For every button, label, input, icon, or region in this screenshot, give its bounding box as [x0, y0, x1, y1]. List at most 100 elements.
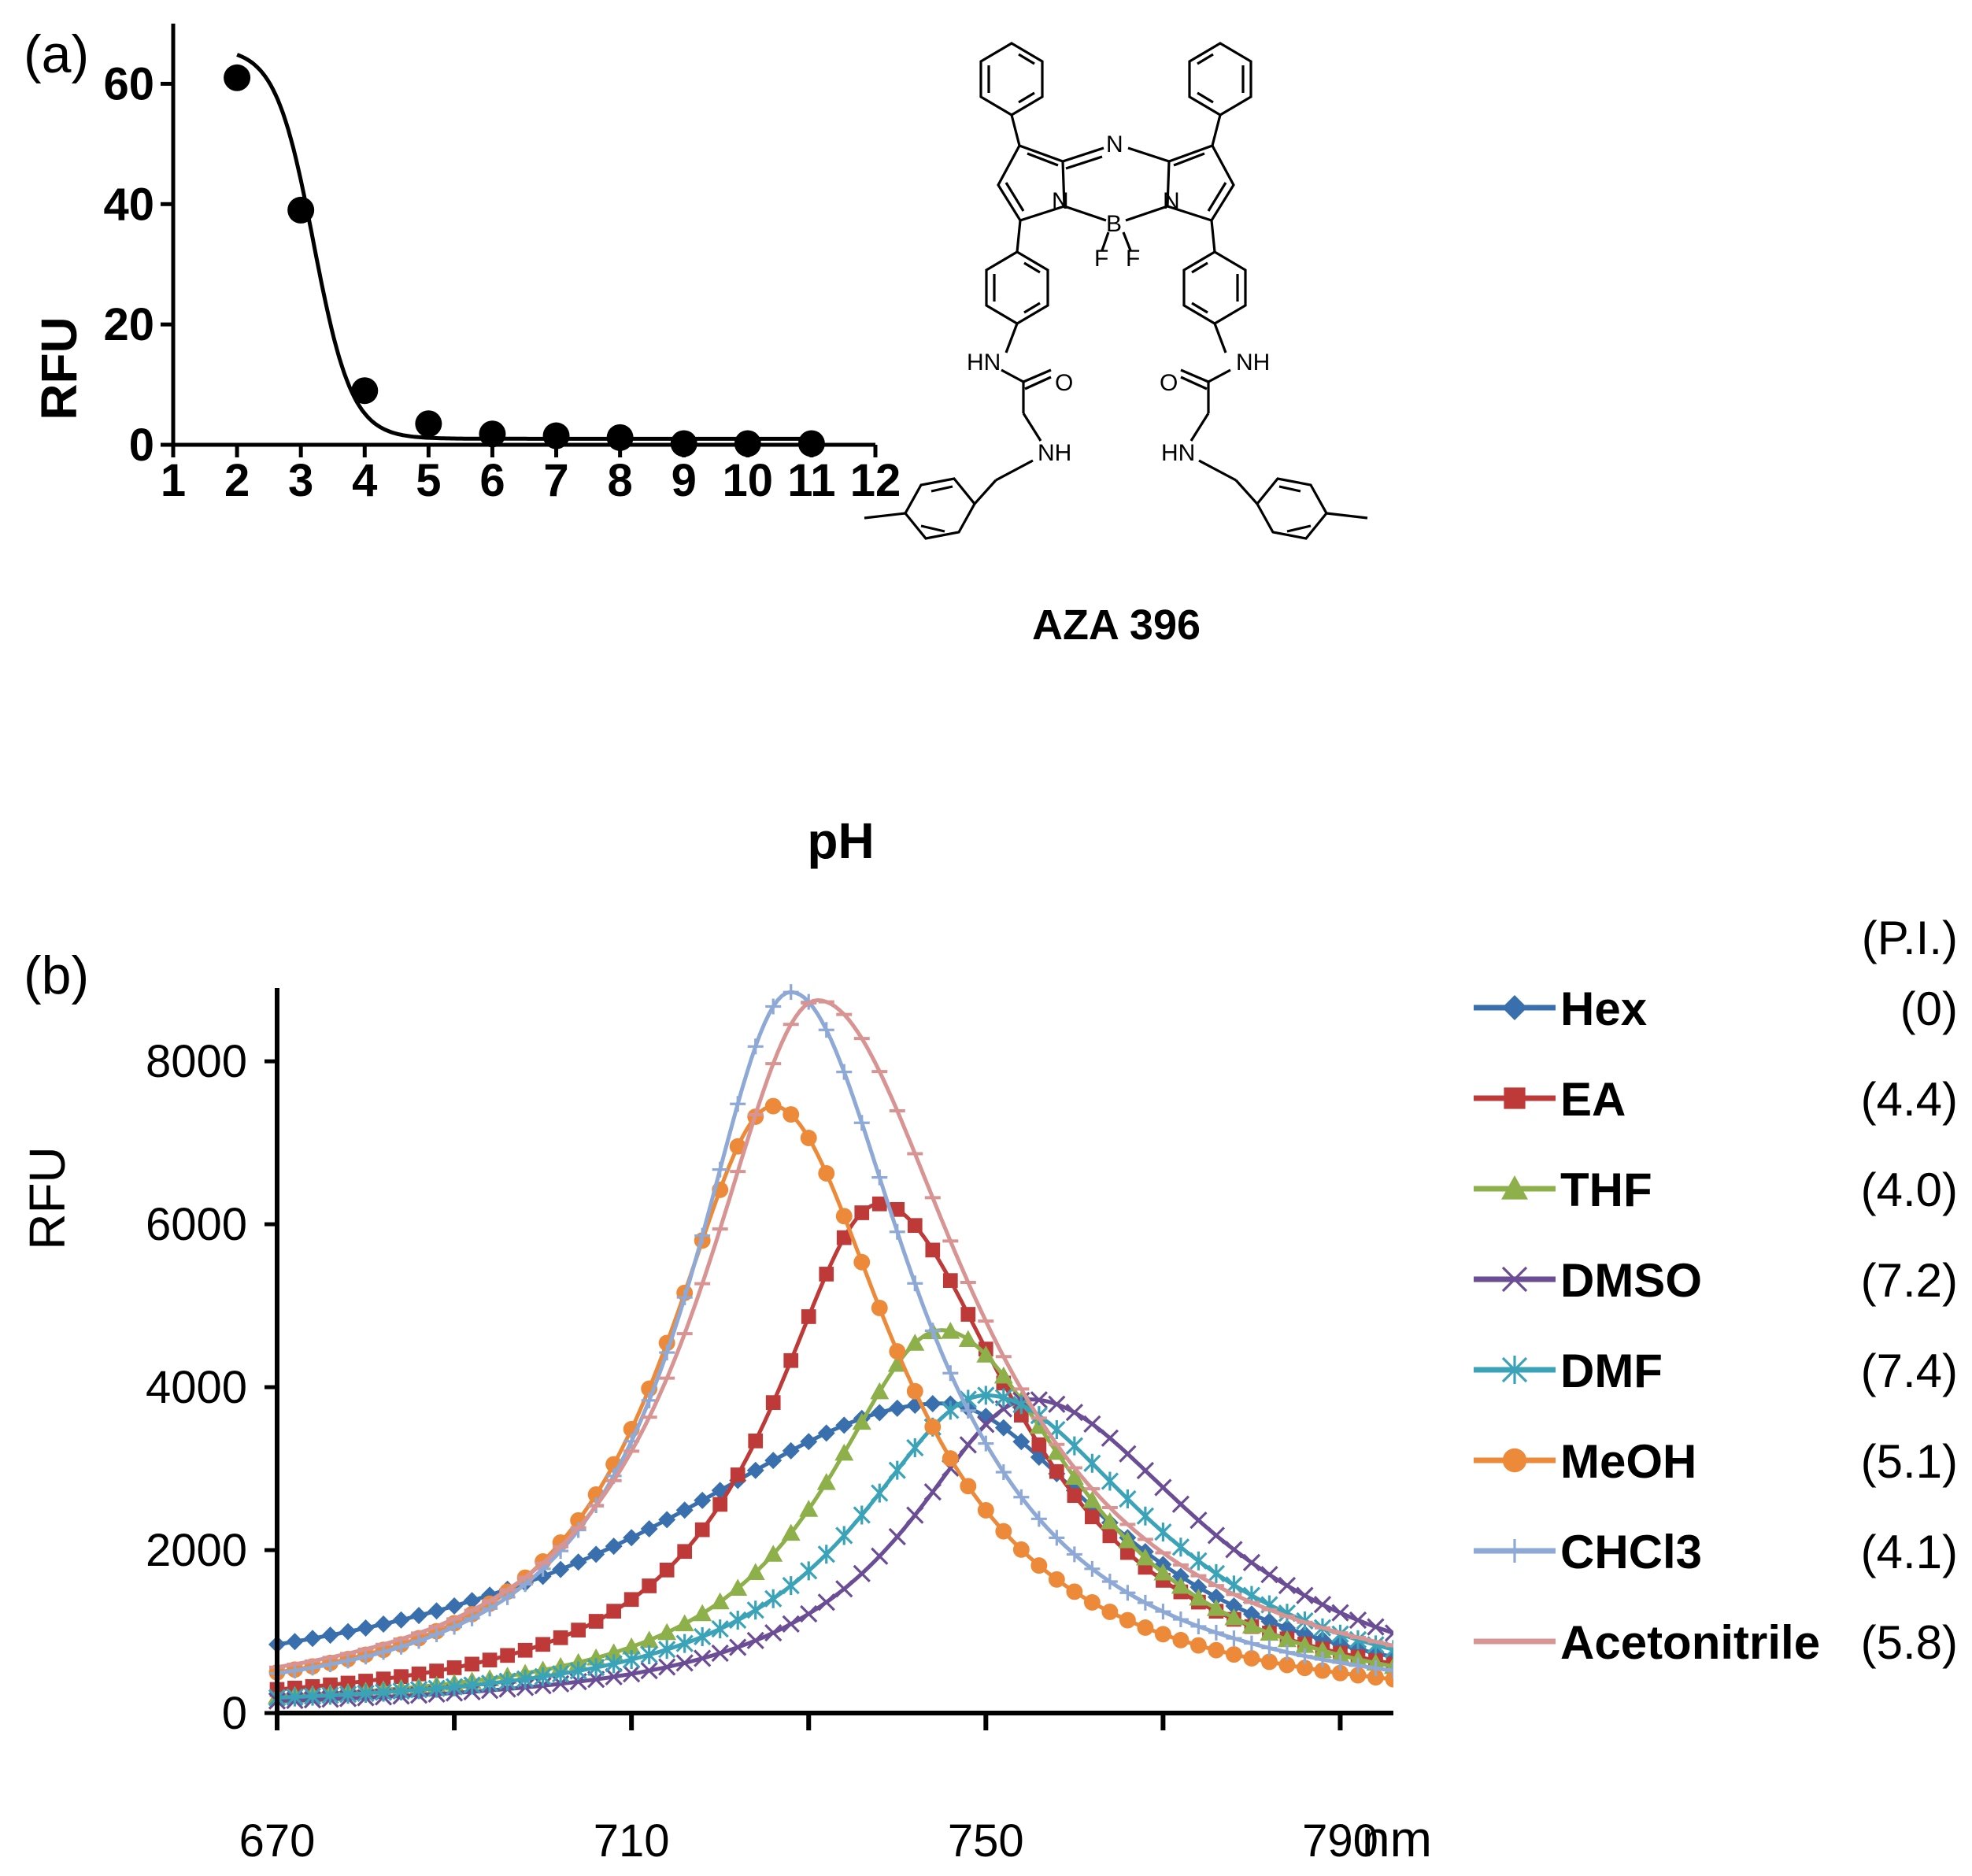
- legend-item: DMF (7.4): [1474, 1345, 1958, 1397]
- chart-b-data-point: [836, 1230, 852, 1245]
- chart-b-data-point: [1331, 1604, 1349, 1622]
- chart-b-data-point: [658, 1640, 676, 1660]
- chart-b-data-point: [1172, 1611, 1189, 1628]
- legend-swatch-marker: [1501, 1175, 1528, 1200]
- chart-a-xlabel: pH: [807, 812, 874, 869]
- chart-b-data-point: [675, 1654, 694, 1672]
- chart-b-data-point: [765, 998, 782, 1015]
- chart-b-x-tick-label: 710: [594, 1815, 670, 1867]
- legend-polarity-index: (4.1): [1861, 1526, 1958, 1578]
- chart-b-data-point: [710, 1592, 730, 1610]
- chart-b-data-point: [977, 1415, 995, 1434]
- legend-polarity-index: (4.0): [1861, 1164, 1958, 1216]
- chart-b-data-point: [1030, 1391, 1048, 1409]
- chart-b-data-point: [800, 1130, 817, 1146]
- chart-a-data-point: [542, 422, 570, 450]
- atom-f: F: [1094, 246, 1108, 272]
- legend-header: (P.I.): [1862, 912, 1958, 964]
- legend-label: DMSO: [1560, 1254, 1702, 1307]
- chart-b: RFU nm 670 710 750 790 0 2000 4000 6000 8000: [19, 984, 1432, 1867]
- chart-b-data-point: [659, 1345, 675, 1361]
- chart-b-data-point: [835, 1580, 853, 1598]
- chart-b-data-point: [1154, 1478, 1172, 1497]
- chart-b-data-point: [783, 1352, 799, 1368]
- chart-b-data-point: [995, 1464, 1012, 1481]
- legend-swatch-marker: [1504, 1087, 1526, 1109]
- chart-b-data-point: [853, 1115, 870, 1131]
- chart-b-data-point: [1085, 1509, 1100, 1525]
- atom-n: N: [1106, 131, 1123, 157]
- chart-b-data-point: [623, 1650, 641, 1670]
- chart-b-data-point: [958, 1330, 978, 1348]
- chart-b-data-point: [978, 1435, 994, 1452]
- chart-b-data-point: [1225, 1597, 1243, 1615]
- chart-b-data-point: [942, 1450, 959, 1467]
- chart-b-data-point: [960, 1478, 977, 1495]
- chart-b-data-point: [1065, 1404, 1083, 1422]
- chart-b-data-point: [1332, 1654, 1349, 1671]
- chart-b-data-point: [1243, 1650, 1260, 1667]
- chart-b-data-point: [1083, 1415, 1101, 1433]
- chart-b-data-point: [764, 1545, 783, 1562]
- chart-b-data-point: [1243, 1635, 1260, 1652]
- legend-item: MeOH (5.1): [1474, 1435, 1958, 1488]
- chart-b-data-point: [446, 1597, 464, 1615]
- chart-b-data-point: [694, 1649, 712, 1667]
- chart-b-data-point: [747, 1038, 764, 1055]
- chart-b-data-point: [995, 1523, 1012, 1540]
- chart-b-data-point: [376, 1671, 391, 1687]
- chart-b-data-point: [286, 1687, 304, 1707]
- chart-b-plot-area: [268, 984, 1393, 1710]
- chart-b-data-point: [1012, 1433, 1030, 1451]
- legend-swatch-marker: [1502, 995, 1527, 1020]
- panel-b-label: (b): [24, 945, 89, 1005]
- chart-b-data-point: [1119, 1611, 1136, 1629]
- chart-b-series-line: [276, 1393, 1393, 1700]
- chart-b-data-point: [517, 1642, 533, 1658]
- chart-b-data-point: [622, 1637, 642, 1655]
- chart-b-data-point: [657, 1623, 677, 1641]
- chart-b-series-line: [276, 1104, 1393, 1682]
- chart-a-data-point: [415, 410, 442, 438]
- chart-b-y-tick-label: 0: [222, 1688, 247, 1739]
- chart-b-data-point: [1136, 1461, 1155, 1480]
- chart-b-data-point: [1330, 1645, 1350, 1663]
- chart-b-data-point: [923, 1395, 942, 1413]
- chart-b-data-point: [321, 1685, 339, 1705]
- chart-b-data-point: [977, 1501, 994, 1519]
- chart-b-data-point: [906, 1506, 924, 1524]
- chart-b-data-point: [801, 1309, 816, 1324]
- chart-b-data-point: [959, 1436, 977, 1454]
- chart-b-data-point: [748, 1433, 764, 1449]
- chart-b-series: [269, 984, 1393, 1682]
- chart-b-data-point: [907, 1218, 923, 1234]
- chart-a-x-tick-label: 1: [161, 455, 186, 506]
- chart-b-data-point: [1207, 1563, 1226, 1583]
- chart-b-data-point: [500, 1648, 515, 1663]
- chart-b-data-point: [905, 1334, 925, 1351]
- chart-b-y-tick-label: 6000: [146, 1199, 247, 1250]
- chart-b-data-point: [1226, 1630, 1242, 1647]
- chart-a-x-tick-label: 5: [416, 455, 441, 506]
- chart-b-data-point: [1349, 1611, 1367, 1630]
- chart-b-data-point: [604, 1643, 623, 1660]
- chart-b-data-point: [286, 1633, 304, 1651]
- chart-b-data-point: [1190, 1618, 1207, 1634]
- chart-b-data-point: [1119, 1445, 1137, 1463]
- chart-b-data-point: [640, 1645, 658, 1665]
- chart-b-data-point: [428, 1626, 445, 1643]
- chart-b-data-point: [1100, 1512, 1119, 1530]
- chart-b-xlabel: nm: [1362, 1811, 1432, 1867]
- chart-b-data-point: [994, 1388, 1012, 1408]
- chart-b-data-point: [376, 1644, 392, 1660]
- chart-b-data-point: [303, 1686, 322, 1706]
- chart-a-data-point: [351, 377, 379, 405]
- chart-b-data-point: [1066, 1583, 1083, 1600]
- chart-b-data-point: [746, 1631, 764, 1650]
- legend-swatch-marker: [1501, 1356, 1528, 1384]
- chart-b-data-point: [1278, 1656, 1296, 1674]
- chart-b-data-point: [410, 1607, 428, 1625]
- chart-b-x-tick-label: 750: [948, 1815, 1024, 1867]
- chart-b-data-point: [729, 1138, 746, 1155]
